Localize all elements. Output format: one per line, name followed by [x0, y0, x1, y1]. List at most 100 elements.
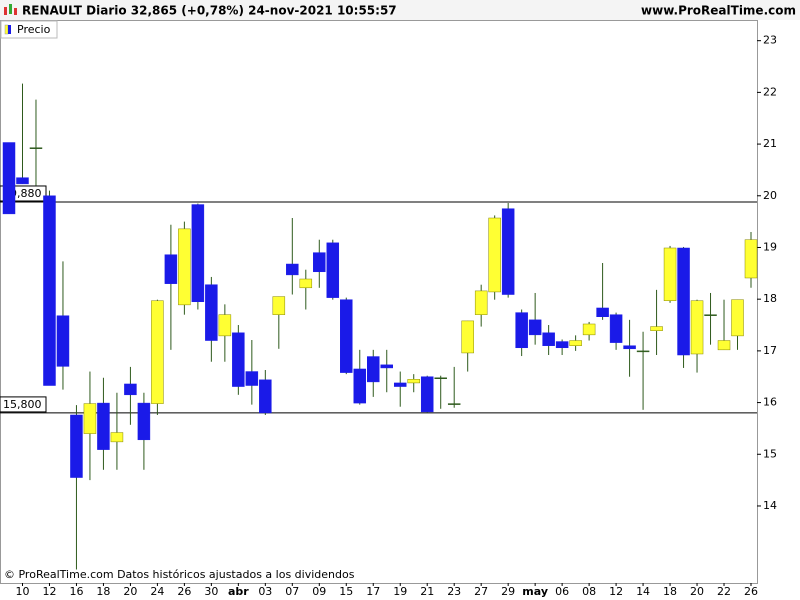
x-tick-label: 10: [15, 585, 29, 598]
candle-body: [744, 239, 758, 279]
candle-body: [259, 379, 272, 414]
candle-body: [16, 177, 29, 185]
candle-body: [164, 254, 178, 284]
candle-body: [420, 376, 434, 413]
candle-body: [447, 403, 461, 405]
candle-body: [137, 402, 151, 441]
legend-swatch-down: [8, 25, 11, 34]
y-tick-label: 22: [763, 85, 777, 98]
x-tick-label: 12: [609, 585, 623, 598]
x-tick-label: 26: [177, 585, 191, 598]
candle-body: [2, 142, 16, 215]
candle-body: [582, 323, 596, 336]
x-tick-label: 15: [339, 585, 353, 598]
candle-body: [488, 217, 501, 293]
x-tick-label: 09: [312, 585, 326, 598]
candle-body: [542, 332, 555, 346]
candle-body: [191, 204, 205, 303]
candle-body: [205, 284, 218, 341]
candle-body: [393, 382, 407, 387]
x-tick-label: 26: [744, 585, 758, 598]
x-tick-label: may: [522, 585, 548, 598]
candle-body: [501, 208, 515, 295]
candle-body: [623, 345, 636, 350]
footer-note: © ProRealTime.com Datos históricos ajust…: [4, 568, 355, 581]
candle-body: [731, 299, 744, 337]
plot-frame: [0, 20, 758, 584]
candle-body: [232, 332, 245, 387]
x-tick-label: 18: [663, 585, 677, 598]
y-tick-label: 20: [763, 189, 777, 202]
candle-body: [690, 300, 704, 355]
candle-body: [56, 315, 70, 367]
candle-body: [299, 278, 313, 289]
candle-body: [367, 356, 380, 383]
x-tick-label: 22: [717, 585, 731, 598]
candle-body: [29, 147, 43, 149]
candle-body: [596, 307, 609, 318]
candle-body: [286, 263, 299, 276]
y-tick-label: 15: [763, 447, 777, 460]
y-tick-label: 23: [763, 34, 777, 47]
x-tick-label: 23: [447, 585, 461, 598]
x-tick-label: 06: [555, 585, 569, 598]
x-tick-label: 24: [150, 585, 164, 598]
candle-body: [313, 252, 326, 273]
candle-body: [569, 340, 582, 346]
candle-body: [677, 247, 690, 356]
candle-body: [636, 350, 650, 353]
x-tick-label: 08: [582, 585, 596, 598]
candle-body: [407, 379, 420, 384]
candle-body: [151, 300, 164, 404]
candle-body: [717, 340, 731, 351]
candle-body: [609, 314, 623, 343]
candle-body: [97, 402, 110, 450]
y-tick-label: 19: [763, 240, 777, 253]
x-tick-label: 29: [501, 585, 515, 598]
candle-body: [245, 371, 259, 386]
candle-body: [353, 368, 367, 404]
candle-body: [663, 247, 677, 301]
x-tick-label: 14: [636, 585, 650, 598]
candle-body: [528, 319, 542, 336]
candle-body: [70, 414, 83, 478]
y-tick-label: 16: [763, 396, 777, 409]
x-tick-label: 03: [258, 585, 272, 598]
candle-body: [43, 195, 56, 386]
y-tick-label: 21: [763, 137, 777, 150]
x-tick-label: 20: [123, 585, 137, 598]
source-link[interactable]: www.ProRealTime.com: [641, 4, 796, 18]
legend-box: [0, 20, 58, 39]
x-tick-label: 21: [420, 585, 434, 598]
level-label-box: [0, 396, 47, 413]
candle-body: [650, 326, 663, 331]
candle-body: [380, 364, 393, 369]
x-tick-label: 20: [690, 585, 704, 598]
x-tick-label: abr: [228, 585, 249, 598]
candle-body: [555, 341, 569, 349]
candle-body: [434, 377, 447, 380]
y-tick-label: 17: [763, 344, 777, 357]
x-tick-label: 17: [366, 585, 380, 598]
candle-body: [340, 299, 353, 373]
x-tick-label: 18: [96, 585, 110, 598]
candle-body: [110, 432, 124, 443]
header-bar: [0, 0, 800, 20]
x-tick-label: 16: [69, 585, 83, 598]
y-tick-label: 14: [763, 499, 777, 512]
legend: Precio: [0, 20, 58, 39]
candle-body: [474, 290, 488, 315]
legend-swatch-up: [4, 24, 9, 35]
candle-body: [515, 312, 528, 349]
candle-body: [461, 320, 474, 354]
candle-body: [124, 383, 137, 396]
app-icon: [4, 4, 17, 15]
candle-body: [218, 314, 232, 337]
x-tick-label: 27: [474, 585, 488, 598]
x-tick-label: 07: [285, 585, 299, 598]
candle-body: [326, 242, 340, 298]
y-tick-label: 18: [763, 292, 777, 305]
x-tick-label: 19: [393, 585, 407, 598]
x-tick-label: 30: [204, 585, 218, 598]
